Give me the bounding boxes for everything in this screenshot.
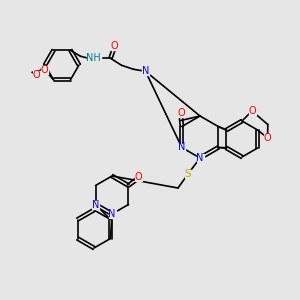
Bar	[41, 66, 48, 74]
Text: O: O	[248, 106, 256, 116]
Text: N: N	[178, 142, 185, 152]
Bar	[177, 109, 184, 116]
Text: O: O	[264, 133, 272, 143]
Bar	[142, 67, 149, 75]
Text: O: O	[41, 65, 48, 75]
Text: S: S	[185, 169, 191, 179]
Text: N: N	[142, 66, 149, 76]
Bar	[135, 172, 142, 181]
Text: O: O	[32, 70, 40, 80]
Bar	[109, 210, 116, 218]
Bar	[92, 200, 99, 208]
Text: N: N	[108, 209, 116, 219]
Text: O: O	[135, 172, 142, 182]
Text: O: O	[177, 107, 184, 118]
Bar	[86, 54, 100, 62]
Bar	[264, 134, 271, 142]
Bar	[248, 107, 256, 115]
Text: N: N	[196, 153, 204, 163]
Text: N: N	[92, 200, 99, 209]
Bar	[184, 170, 191, 178]
Text: O: O	[111, 41, 118, 51]
Bar	[111, 42, 118, 50]
Bar	[196, 154, 203, 162]
Text: NH: NH	[86, 53, 101, 63]
Bar	[178, 143, 185, 152]
Bar	[32, 71, 40, 79]
